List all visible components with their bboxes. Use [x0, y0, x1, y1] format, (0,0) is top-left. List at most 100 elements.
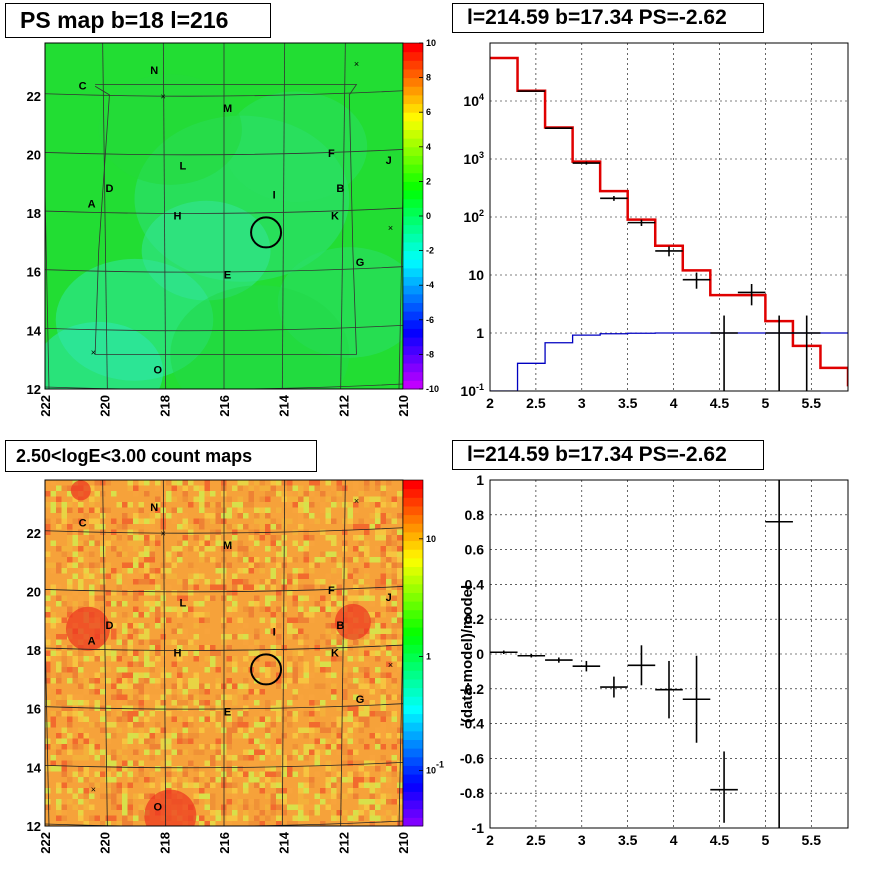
- map-pixel: [78, 562, 84, 568]
- map-pixel: [149, 733, 155, 739]
- map-pixel: [386, 513, 392, 519]
- map-pixel: [254, 628, 260, 634]
- map-pixel: [364, 524, 370, 530]
- map-pixel: [369, 711, 375, 717]
- map-pixel: [331, 568, 337, 574]
- map-pixel: [188, 480, 194, 486]
- map-pixel: [336, 634, 342, 640]
- map-pixel: [254, 601, 260, 607]
- map-pixel: [50, 612, 56, 618]
- map-pixel: [72, 777, 78, 783]
- map-pixel: [127, 650, 133, 656]
- map-meridian-line: [102, 43, 108, 389]
- map-pixel: [243, 551, 249, 557]
- map-pixel: [353, 705, 359, 711]
- colorbar-segment: [403, 531, 423, 542]
- colorbar-segment: [403, 791, 423, 801]
- map-pixel: [248, 601, 254, 607]
- map-pixel: [100, 777, 106, 783]
- map-pixel: [56, 568, 62, 574]
- map-pixel: [270, 540, 276, 546]
- map-pixel: [265, 518, 271, 524]
- map-pixel: [199, 485, 205, 491]
- map-pixel: [270, 804, 276, 810]
- map-pixel: [248, 700, 254, 706]
- map-pixel: [160, 760, 166, 766]
- map-pixel: [171, 672, 177, 678]
- colorbar-segment: [403, 345, 423, 355]
- map-pixel: [111, 722, 117, 728]
- map-pixel: [259, 744, 265, 750]
- map-pixel: [188, 650, 194, 656]
- map-pixel: [171, 590, 177, 596]
- map-pixel: [364, 562, 370, 568]
- map-pixel: [380, 683, 386, 689]
- map-pixel: [397, 573, 403, 579]
- map-pixel: [138, 639, 144, 645]
- map-pixel: [380, 496, 386, 502]
- map-pixel: [144, 551, 150, 557]
- colorbar-tick-label: 6: [426, 107, 431, 117]
- map-pixel: [397, 656, 403, 662]
- map-pixel: [171, 628, 177, 634]
- map-pixel: [232, 766, 238, 772]
- map-pixel: [391, 540, 397, 546]
- map-pixel: [94, 568, 100, 574]
- map-pixel: [358, 590, 364, 596]
- map-pixel: [72, 551, 78, 557]
- map-pixel: [248, 727, 254, 733]
- map-pixel: [232, 584, 238, 590]
- map-pixel: [254, 821, 260, 826]
- map-pixel: [166, 573, 172, 579]
- map-pixel: [199, 524, 205, 530]
- map-pixel: [193, 793, 199, 799]
- map-pixel: [254, 804, 260, 810]
- map-pixel: [56, 678, 62, 684]
- map-pixel: [364, 810, 370, 816]
- map-pixel: [78, 540, 84, 546]
- map-pixel: [364, 799, 370, 805]
- map-pixel: [342, 650, 348, 656]
- map-pixel: [149, 793, 155, 799]
- colorbar-frame: [402, 479, 424, 827]
- map-pixel: [309, 777, 315, 783]
- map-pixel: [138, 678, 144, 684]
- map-pixel: [364, 700, 370, 706]
- map-pixel: [116, 573, 122, 579]
- map-pixel: [243, 568, 249, 574]
- map-pixel: [259, 771, 265, 777]
- map-pixel: [375, 502, 381, 508]
- map-pixel: [182, 518, 188, 524]
- map-pixel: [254, 513, 260, 519]
- map-cross-marker: ×: [354, 496, 359, 506]
- colorbar-segment: [403, 713, 423, 723]
- map-pixel: [50, 584, 56, 590]
- map-source-label: M: [223, 540, 232, 552]
- map-pixel: [94, 672, 100, 678]
- map-pixel: [314, 793, 320, 799]
- map-hotspot: [144, 789, 197, 826]
- map-meridian-line: [340, 43, 346, 389]
- map-pixel: [325, 623, 331, 629]
- map-pixel: [177, 738, 183, 744]
- map-pixel: [232, 606, 238, 612]
- map-pixel: [232, 793, 238, 799]
- map-pixel: [138, 760, 144, 766]
- map-pixel: [226, 634, 232, 640]
- map-pixel: [243, 788, 249, 794]
- map-pixel: [254, 766, 260, 772]
- map-pixel: [391, 551, 397, 557]
- map-pixel: [100, 760, 106, 766]
- map-pixel: [342, 777, 348, 783]
- map-pixel: [182, 480, 188, 486]
- map-pixel: [303, 661, 309, 667]
- map-pixel: [303, 546, 309, 552]
- colorbar-segment: [403, 285, 423, 295]
- map-pixel: [292, 617, 298, 623]
- map-pixel: [325, 749, 331, 755]
- map-pixel: [100, 733, 106, 739]
- map-pixel: [83, 683, 89, 689]
- map-pixel: [287, 579, 293, 585]
- colorbar-segment: [403, 198, 423, 208]
